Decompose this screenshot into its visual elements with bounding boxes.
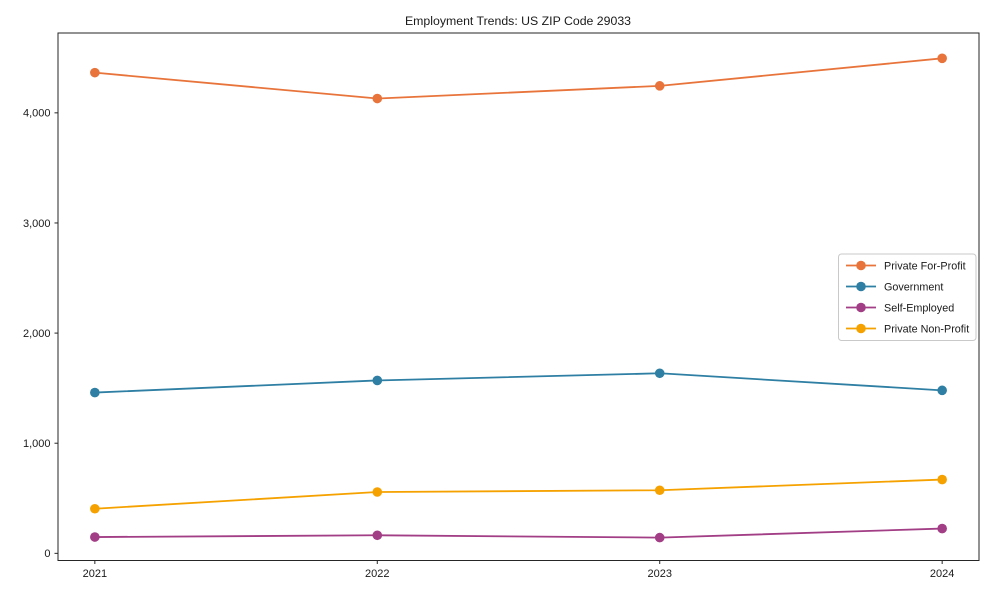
x-axis-tick-label: 2023: [647, 568, 671, 580]
data-point-marker: [90, 503, 100, 514]
data-point-marker: [654, 81, 665, 91]
legend-marker: [856, 323, 866, 334]
x-axis-tick-label: 2024: [930, 568, 954, 580]
data-point-marker: [372, 530, 383, 541]
data-point-marker: [937, 385, 947, 396]
data-point-marker: [654, 368, 665, 379]
data-point-marker: [654, 485, 665, 496]
legend-marker: [856, 302, 866, 313]
legend: Private For-Profit Government Self-Employe…: [838, 253, 977, 341]
axes-layer: 0 1,000 2,000 3,000 4,000 2021 2022 2023 2024: [23, 32, 980, 580]
data-point-marker: [372, 375, 383, 386]
y-axis-tick-label: 3,000: [23, 218, 51, 230]
legend-label: Government: [884, 281, 943, 293]
data-point-marker: [937, 474, 947, 485]
data-point-marker: [372, 487, 383, 497]
data-point-marker: [90, 67, 100, 78]
legend-item-private-for-profit: Private For-Profit: [846, 260, 966, 272]
series-line-private-non-profit: [94, 478, 943, 510]
legend-label: Private Non-Profit: [884, 323, 969, 335]
x-axis-tick-label: 2021: [83, 568, 107, 580]
x-axis-tick-label: 2022: [365, 568, 389, 580]
y-axis-tick-label: 1,000: [23, 438, 51, 450]
legend-marker: [856, 281, 866, 292]
y-axis-tick-label: 4,000: [23, 108, 51, 120]
data-point-marker: [937, 523, 947, 534]
data-point-marker: [90, 532, 100, 542]
legend-item-private-non-profit: Private Non-Profit: [846, 323, 969, 335]
legend-marker: [856, 260, 866, 271]
legend-box: [838, 253, 977, 341]
data-point-marker: [937, 53, 947, 64]
chart-title: Employment Trends: US ZIP Code 29033: [405, 14, 631, 28]
y-axis-tick-label: 2,000: [23, 328, 51, 340]
series-line-private-for-profit: [94, 57, 943, 100]
data-point-marker: [372, 93, 383, 104]
legend-label: Self-Employed: [884, 302, 954, 314]
legend-item-government: Government: [846, 281, 943, 293]
legend-label: Private For-Profit: [884, 260, 966, 272]
y-axis-tick-label: 0: [44, 548, 50, 560]
legend-item-self-employed: Self-Employed: [846, 302, 954, 314]
series-layer: [90, 53, 947, 543]
series-line-government: [94, 372, 943, 394]
data-point-marker: [90, 387, 100, 398]
plot-frame: [57, 32, 980, 561]
data-point-marker: [654, 532, 665, 543]
series-line-self-employed: [94, 527, 943, 539]
